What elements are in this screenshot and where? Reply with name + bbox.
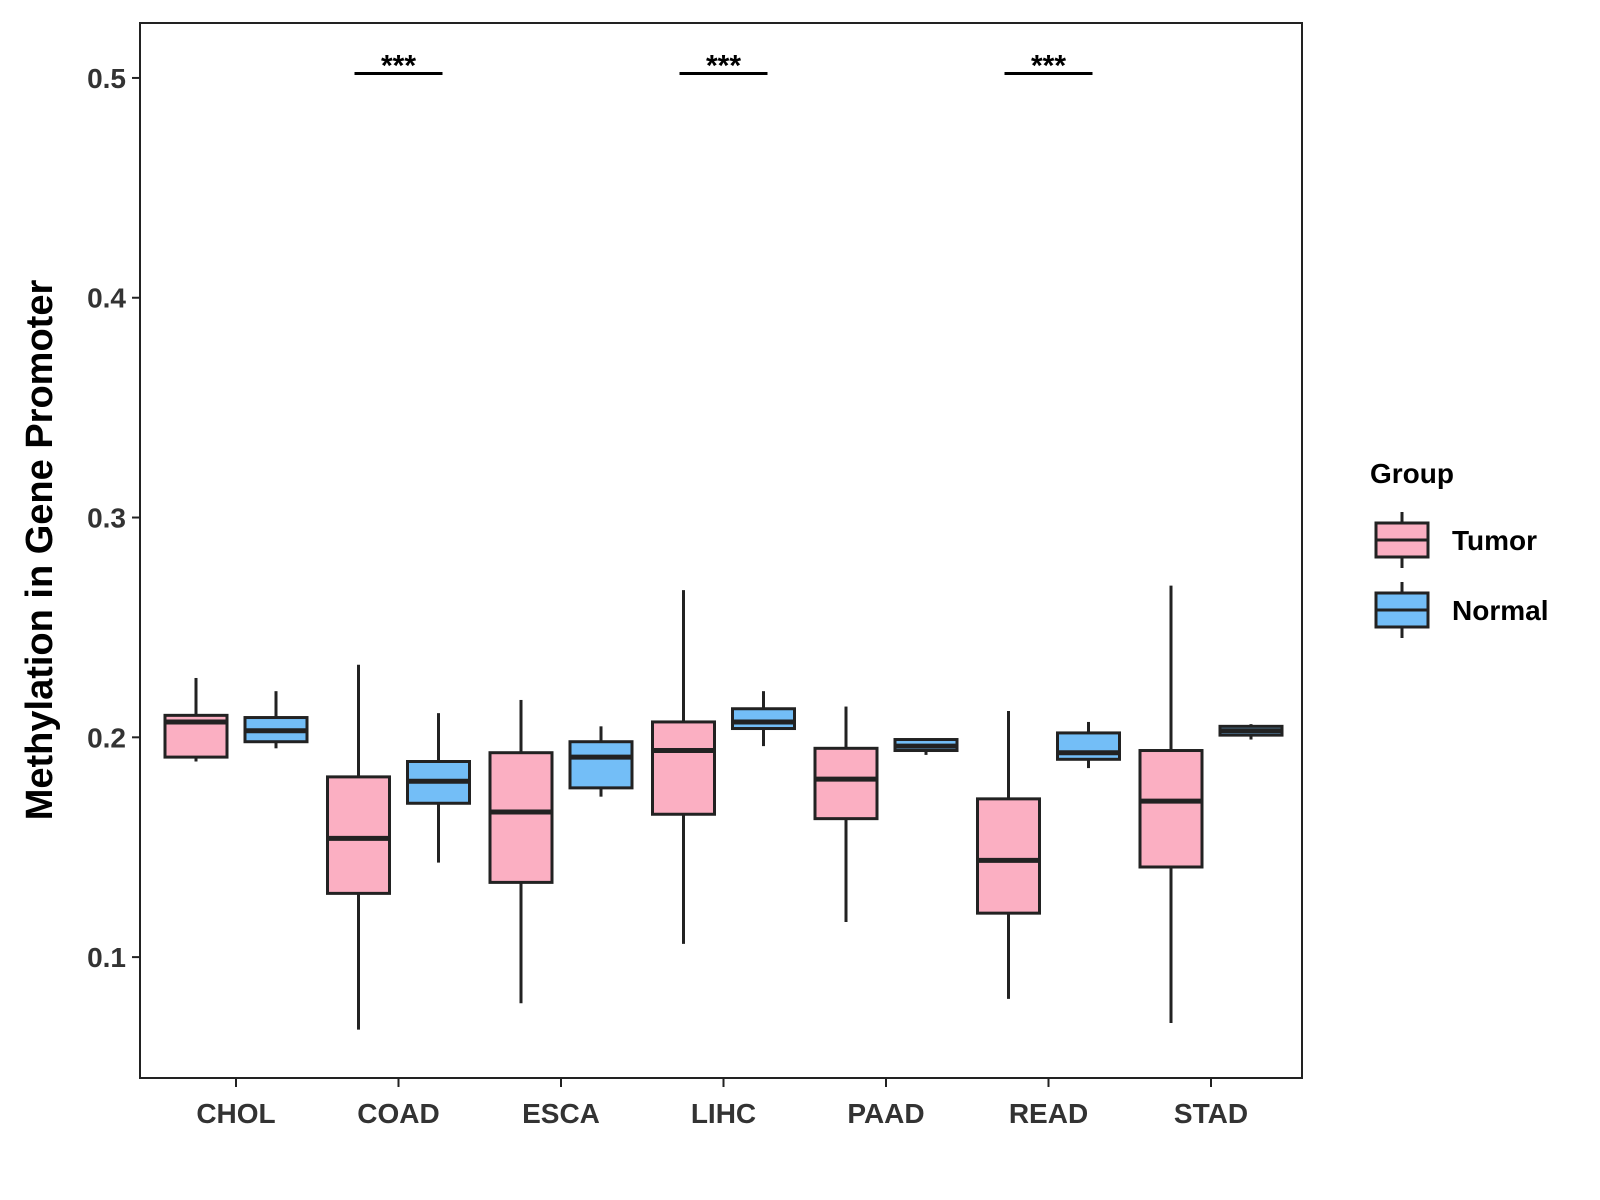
y-tick-label: 0.3 <box>87 503 126 534</box>
y-tick-label: 0.5 <box>87 63 126 94</box>
box-normal-stad <box>1218 724 1284 740</box>
x-tick-label: LIHC <box>691 1098 756 1129</box>
plot-panel-border <box>139 22 1303 1079</box>
legend-item-normal: Normal <box>1374 582 1548 638</box>
y-tick-label: 0.4 <box>87 283 126 314</box>
box-iqr <box>1056 731 1121 761</box>
box-normal-lihc <box>731 691 796 747</box>
y-tick-label: 0.2 <box>87 722 126 753</box>
box-tumor-read <box>976 710 1041 999</box>
box-normal-esca <box>568 726 634 797</box>
box-iqr <box>976 797 1041 915</box>
x-tick-label: CHOL <box>196 1098 275 1129</box>
y-axis: 0.1 0.2 0.3 0.4 0.5 <box>87 63 140 973</box>
box-iqr <box>651 720 716 816</box>
y-tick-label: 0.1 <box>87 942 126 973</box>
box-series <box>163 585 1284 1030</box>
box-normal-read <box>1056 721 1121 769</box>
x-axis: CHOL COAD ESCA LIHC PAAD READ STAD <box>196 1078 1248 1129</box>
box-iqr <box>568 740 634 790</box>
significance-label: *** <box>1031 50 1066 83</box>
box-tumor-paad <box>813 706 879 922</box>
legend-item-tumor: Tumor <box>1374 512 1537 568</box>
box-tumor-chol <box>163 677 229 762</box>
box-iqr <box>326 775 391 895</box>
box-tumor-lihc <box>651 590 716 944</box>
legend: Group Tumor Normal <box>1370 458 1548 638</box>
legend-title: Group <box>1370 458 1454 489</box>
box-iqr <box>731 707 796 731</box>
box-normal-chol <box>243 691 309 749</box>
box-tumor-stad <box>1138 585 1204 1024</box>
x-tick-label: STAD <box>1174 1098 1248 1129</box>
significance-label: *** <box>706 50 741 83</box>
x-tick-label: PAAD <box>847 1098 924 1129</box>
box-iqr <box>813 746 879 821</box>
legend-label: Tumor <box>1452 525 1537 556</box>
y-axis-title: Methylation in Gene Promoter <box>19 280 61 821</box>
x-tick-label: READ <box>1009 1098 1088 1129</box>
x-tick-label: COAD <box>357 1098 439 1129</box>
box-normal-paad <box>893 738 959 755</box>
box-normal-coad <box>406 713 471 863</box>
x-tick-label: ESCA <box>522 1098 600 1129</box>
legend-label: Normal <box>1452 595 1548 626</box>
box-tumor-esca <box>488 699 554 1004</box>
box-iqr <box>1138 749 1204 869</box>
box-iqr <box>488 751 554 884</box>
significance-label: *** <box>381 50 416 83</box>
box-tumor-coad <box>326 664 391 1030</box>
significance-annotations: *** *** *** <box>354 50 1093 83</box>
